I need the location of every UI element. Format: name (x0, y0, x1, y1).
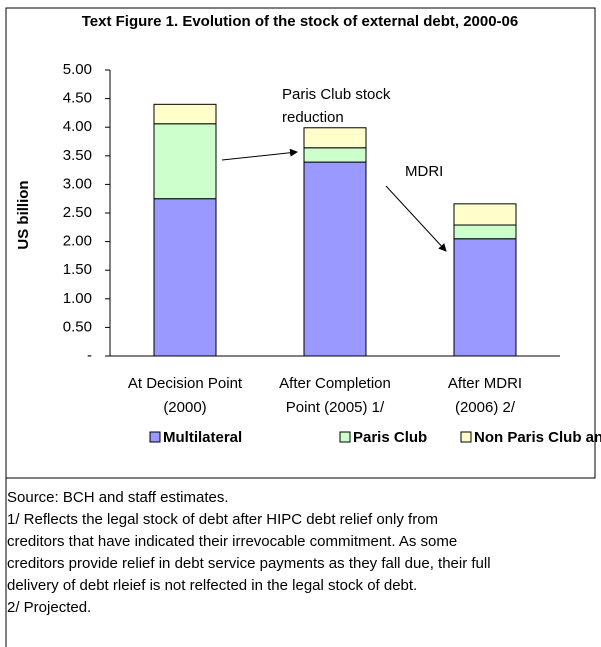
bar-segment (303, 127, 367, 149)
arrow (385, 185, 447, 252)
bar-segment (153, 103, 217, 125)
y-tick-label: 3.00 (63, 175, 92, 192)
arrow (221, 148, 298, 161)
note: 2/ Projected. (7, 599, 91, 616)
y-tick-label: 2.00 (63, 233, 92, 250)
annotation: MDRI (405, 163, 443, 180)
x-tick-label: At Decision Point (128, 375, 243, 392)
note: delivery of debt rleief is not relfected… (7, 577, 417, 594)
y-tick-label: 1.00 (63, 290, 92, 307)
annotation: reduction (282, 109, 344, 126)
bar-segment (453, 238, 517, 357)
bar-segment (303, 147, 367, 163)
note: creditors that have indicated their irre… (7, 533, 457, 550)
y-axis-label: US billion (15, 180, 32, 249)
y-tick-label: - (87, 347, 92, 364)
legend-swatch (149, 431, 161, 443)
legend-label: Multilateral (163, 429, 242, 446)
x-tick-label: After Completion (279, 375, 391, 392)
y-tick-label: 5.00 (63, 61, 92, 78)
y-tick-label: 0.50 (63, 318, 92, 335)
bar-segment (453, 224, 517, 240)
annotation: Paris Club stock (282, 86, 391, 103)
x-tick-label: After MDRI (448, 375, 522, 392)
bar-segment (303, 161, 367, 357)
legend-swatch (339, 431, 351, 443)
legend-swatch (460, 431, 472, 443)
x-tick-label: Point (2005) 1/ (286, 399, 385, 416)
y-tick-label: 1.50 (63, 261, 92, 278)
note: Source: BCH and staff estimates. (7, 489, 229, 506)
legend-label: Paris Club (353, 429, 427, 446)
note: 1/ Reflects the legal stock of debt afte… (7, 511, 438, 528)
y-tick-label: 4.50 (63, 90, 92, 107)
y-tick-label: 3.50 (63, 147, 92, 164)
y-tick-label: 4.00 (63, 118, 92, 135)
chart-title: Text Figure 1. Evolution of the stock of… (82, 13, 519, 30)
y-tick-label: 2.50 (63, 204, 92, 221)
legend-label: Non Paris Club and Commercial (474, 429, 601, 446)
bar-segment (153, 198, 217, 357)
bar-segment (153, 123, 217, 200)
chart-frame (5, 7, 596, 479)
bar-segment (453, 203, 517, 226)
note: creditors provide relief in debt service… (7, 555, 491, 572)
x-tick-label: (2000) (163, 399, 206, 416)
x-tick-label: (2006) 2/ (455, 399, 516, 416)
